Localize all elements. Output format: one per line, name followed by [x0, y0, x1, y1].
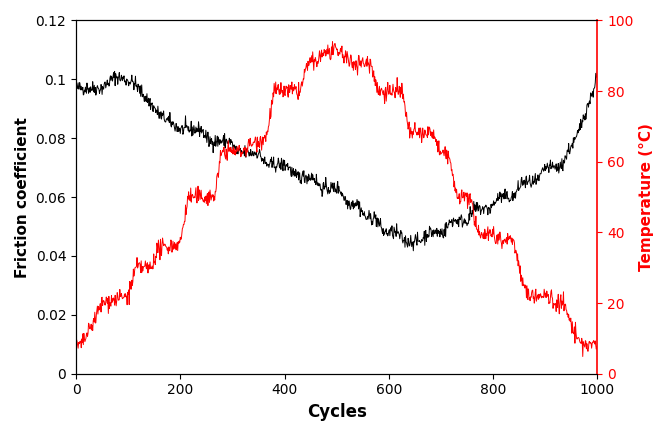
X-axis label: Cycles: Cycles	[307, 403, 367, 421]
Y-axis label: Temperature (°C): Temperature (°C)	[639, 123, 654, 271]
Y-axis label: Friction coefficient: Friction coefficient	[15, 117, 30, 278]
